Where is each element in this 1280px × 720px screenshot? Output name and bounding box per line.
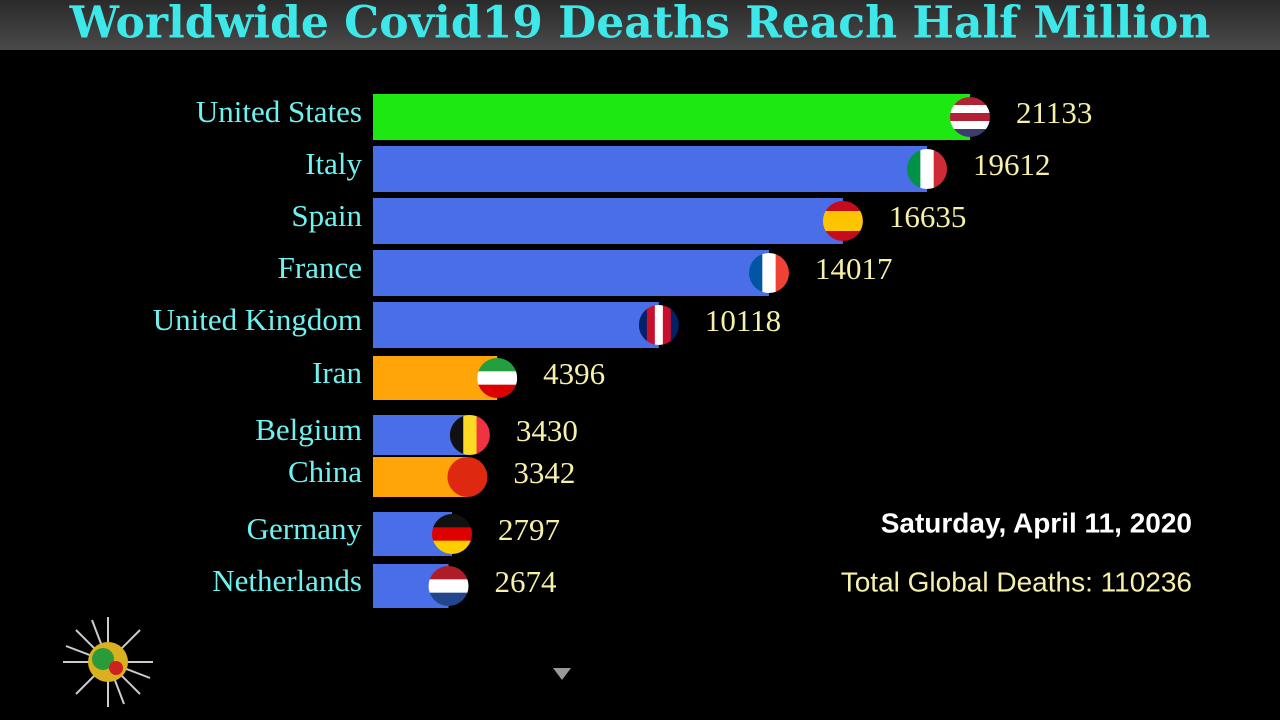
flag-stripe (638, 305, 648, 345)
category-label: China (288, 454, 362, 489)
virus-icon (63, 617, 153, 707)
header-band (0, 0, 1280, 50)
flag-stripe (775, 253, 789, 293)
total-label: Total Global Deaths: 110236 (841, 566, 1192, 597)
flag (447, 457, 488, 497)
flag-stripe (950, 121, 990, 130)
flag (822, 201, 863, 241)
flag (432, 514, 473, 554)
flag-stripe (476, 415, 490, 455)
flag-stripe (822, 231, 863, 241)
category-label: Belgium (255, 412, 362, 447)
flag-stripe (748, 253, 763, 293)
value-label: 3342 (513, 455, 575, 490)
dropdown-arrow (553, 668, 571, 680)
flag (477, 358, 518, 398)
category-label: Iran (312, 355, 362, 390)
flag-stripe (654, 305, 664, 345)
bar (373, 146, 928, 192)
value-label: 4396 (543, 356, 605, 391)
flag-stripe (950, 129, 990, 137)
flag-stripe (449, 415, 464, 455)
flag-stripe (432, 514, 473, 528)
flag-stripe (467, 457, 488, 497)
flag (638, 305, 679, 345)
flag-stripe (477, 371, 518, 386)
value-label: 21133 (1016, 95, 1092, 130)
value-label: 19612 (973, 147, 1050, 182)
bar (373, 356, 498, 400)
flag-stripe (822, 211, 863, 222)
flag (748, 253, 789, 293)
category-label: Netherlands (212, 563, 362, 598)
value-label: 14017 (815, 251, 893, 286)
category-label: Italy (305, 146, 362, 181)
flag-stripe (933, 149, 948, 189)
date-label: Saturday, April 11, 2020 (881, 507, 1192, 538)
flag-stripe (950, 113, 990, 122)
value-label: 3430 (516, 413, 578, 448)
flag-stripe (463, 415, 478, 455)
flag-stripe (907, 149, 921, 189)
value-label: 10118 (705, 303, 781, 338)
flag-stripe (432, 527, 473, 542)
flag-stripe (428, 592, 469, 606)
flag-stripe (762, 253, 777, 293)
flag-stripe (670, 305, 679, 345)
flag (428, 566, 469, 606)
category-label: Germany (247, 511, 363, 546)
category-label: France (278, 250, 362, 285)
value-label: 2797 (498, 512, 560, 547)
flag-stripe (822, 201, 863, 212)
bar (373, 94, 970, 140)
value-label: 2674 (495, 564, 557, 599)
flag-stripe (950, 97, 990, 106)
flag-stripe (477, 384, 518, 398)
flag-stripe (447, 457, 468, 497)
flag (449, 415, 490, 455)
chart-title: Worldwide Covid19 Deaths Reach Half Mill… (69, 0, 1211, 49)
flag-stripe (432, 540, 473, 554)
flag-stripe (920, 149, 935, 189)
flag-stripe (950, 105, 990, 114)
flag-stripe (428, 566, 469, 580)
flag (950, 97, 990, 137)
flag-stripe (822, 221, 863, 232)
value-label: 16635 (889, 199, 967, 234)
flag-stripe (662, 305, 672, 345)
category-label: United Kingdom (153, 302, 362, 337)
flag-stripe (646, 305, 656, 345)
flag-stripe (477, 358, 518, 372)
bar (373, 198, 843, 244)
flag (907, 149, 948, 189)
bar (373, 302, 659, 348)
flag-stripe (428, 579, 469, 594)
category-label: Spain (291, 198, 362, 233)
category-label: United States (196, 94, 362, 129)
bar (373, 250, 769, 296)
